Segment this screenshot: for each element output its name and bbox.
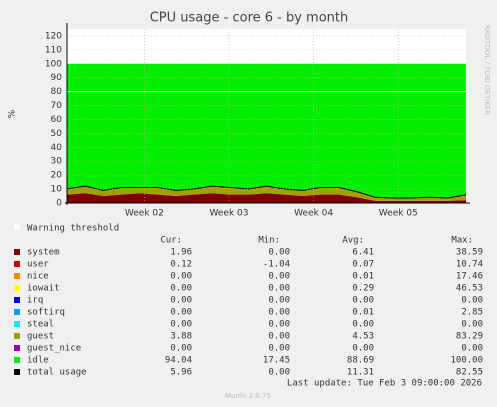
stat-value: 0.01 [352, 308, 374, 318]
legend-label: irq [27, 296, 43, 306]
stat-value: 0.00 [170, 272, 192, 282]
y-tick-label: 0 [56, 199, 62, 209]
legend-swatch [14, 249, 20, 255]
y-tick-label: 40 [51, 143, 63, 153]
y-tick-label: 80 [51, 87, 63, 97]
legend-label: steal [27, 320, 54, 330]
stats-header: Cur: [160, 236, 182, 246]
stat-value: 0.00 [461, 296, 483, 306]
stat-value: 0.00 [268, 296, 290, 306]
legend-label: iowait [27, 284, 60, 294]
stat-value: 0.00 [352, 320, 374, 330]
legend-swatch [14, 285, 20, 291]
legend-label: guest_nice [27, 344, 81, 354]
stat-value: 0.00 [352, 296, 374, 306]
stat-value: 88.69 [347, 356, 374, 366]
stat-value: 0.00 [268, 248, 290, 258]
stats-header: Max: [451, 236, 473, 246]
stat-value: 0.00 [352, 344, 374, 354]
stat-value: 0.00 [268, 308, 290, 318]
y-tick-label: 70 [51, 101, 63, 111]
line [66, 185, 467, 199]
legend-swatch [14, 224, 20, 230]
legend-label: user [27, 260, 49, 270]
stat-value: 0.07 [352, 260, 374, 270]
stat-value: 0.00 [268, 284, 290, 294]
legend-label: softirq [27, 308, 65, 318]
legend-swatch [14, 273, 20, 279]
stat-value: 94.04 [165, 356, 192, 366]
stat-value: 83.29 [456, 332, 483, 342]
stat-value: 0.12 [170, 260, 192, 270]
stat-value: 17.46 [456, 272, 483, 282]
stat-value: 0.00 [268, 320, 290, 330]
stat-value: 0.01 [352, 272, 374, 282]
stat-value: 0.00 [170, 308, 192, 318]
stat-value: 4.53 [352, 332, 374, 342]
legend-swatch [14, 261, 20, 267]
stat-value: 11.31 [347, 368, 374, 378]
stat-value: 10.74 [456, 260, 483, 270]
y-tick-label: 110 [45, 45, 62, 55]
stats-header: Min: [258, 236, 280, 246]
side-label: RRDTOOL / TOBI OETIKER [483, 25, 491, 115]
stat-value: 0.29 [352, 284, 374, 294]
stat-value: 46.53 [456, 284, 483, 294]
stat-value: 0.00 [170, 320, 192, 330]
stat-value: 0.00 [170, 284, 192, 294]
stat-value: 0.00 [461, 320, 483, 330]
y-axis-label: % [8, 109, 18, 118]
legend-swatch [14, 309, 20, 315]
x-tick-label: Week 05 [379, 209, 418, 219]
legend-label: idle [27, 356, 49, 366]
y-tick-label: 60 [51, 115, 63, 125]
stat-value: 5.96 [170, 368, 192, 378]
legend-swatch [14, 357, 20, 363]
x-tick-label: Week 03 [210, 209, 249, 219]
area [67, 186, 466, 201]
stat-value: 3.88 [170, 332, 192, 342]
stat-value: 0.00 [170, 344, 192, 354]
y-tick-label: 30 [51, 157, 63, 167]
x-tick-label: Week 04 [294, 209, 333, 219]
stat-value: 0.00 [268, 272, 290, 282]
area [67, 193, 466, 203]
legend-swatch [14, 321, 20, 327]
stat-value: 38.59 [456, 248, 483, 258]
stat-value: -1.04 [263, 260, 290, 270]
y-tick-label: 90 [51, 73, 63, 83]
stat-value: 100.00 [450, 356, 483, 366]
legend-label: total usage [27, 368, 87, 378]
stat-value: 0.00 [268, 344, 290, 354]
x-tick-label: Week 02 [125, 209, 164, 219]
y-tick-label: 100 [45, 59, 62, 69]
legend-swatch [14, 333, 20, 339]
y-tick-label: 20 [51, 171, 63, 181]
y-tick-label: 120 [45, 31, 62, 41]
stat-value: 6.41 [352, 248, 374, 258]
legend-label: Warning threshold [27, 224, 119, 234]
stat-value: 0.00 [268, 332, 290, 342]
legend-label: system [27, 248, 60, 258]
stat-value: 82.55 [456, 368, 483, 378]
legend-label: guest [27, 332, 54, 342]
legend-swatch [14, 345, 20, 351]
stat-value: 0.00 [170, 296, 192, 306]
legend-swatch [14, 297, 20, 303]
chart-title: CPU usage - core 6 - by month [150, 11, 349, 26]
y-tick-label: 50 [51, 129, 63, 139]
legend-swatch [14, 369, 20, 375]
last-update: Last update: Tue Feb 3 09:00:00 2026 [287, 379, 482, 389]
stat-value: 1.96 [170, 248, 192, 258]
stats-header: Avg: [342, 236, 364, 246]
stat-value: 17.45 [263, 356, 290, 366]
area [67, 63, 466, 198]
footer: Munin 2.0.75 [225, 392, 271, 400]
y-tick-label: 10 [51, 185, 63, 195]
stat-value: 0.00 [461, 344, 483, 354]
legend-label: nice [27, 272, 49, 282]
stat-value: 0.00 [268, 368, 290, 378]
stat-value: 2.85 [461, 308, 483, 318]
